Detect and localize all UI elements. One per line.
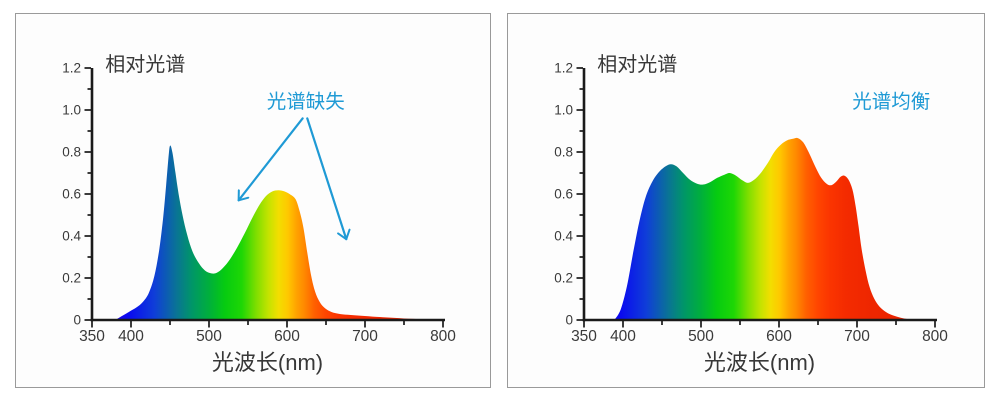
annotation-arrow	[237, 117, 304, 202]
y-tick-label: 0.8	[554, 145, 573, 160]
y-tick-label: 1.0	[554, 103, 573, 118]
y-tick-label: 0.8	[62, 145, 81, 160]
chart-led-spectrum: 350 400 500 600 700 800 0 0.2 0.4 0.6 0.8 1.0 1.2 光波长…	[62, 53, 456, 375]
x-tick-label: 500	[688, 328, 714, 345]
x-tick-label: 400	[118, 328, 144, 345]
y-tick-label: 0.4	[62, 229, 81, 244]
x-tick-label: 350	[79, 328, 105, 345]
annotation-label: 光谱缺失	[267, 91, 345, 113]
spectrum-area	[115, 145, 441, 320]
chart-title: 相对光谱	[597, 53, 677, 76]
chart-full-spectrum: 350 400 500 600 700 800 0 0.2 0.4 0.6 0.8 1.0 1.2 光波长…	[554, 53, 948, 375]
x-tick-label: 600	[274, 328, 300, 345]
y-tick-label: 1.2	[62, 61, 81, 76]
chart-title: 相对光谱	[105, 53, 185, 76]
x-tick-label: 500	[196, 328, 222, 345]
x-axis-label: 光波长(nm)	[704, 350, 815, 375]
x-tick-label: 400	[610, 328, 636, 345]
x-tick-label: 700	[844, 328, 870, 345]
panel-full-spectrum: 350 400 500 600 700 800 0 0.2 0.4 0.6 0.8 1.0 1.2 光波长…	[507, 13, 985, 388]
y-tick-label: 0.2	[554, 271, 573, 286]
x-tick-label: 600	[766, 328, 792, 345]
y-tick-label: 1.0	[62, 103, 81, 118]
y-tick-label: 1.2	[554, 61, 573, 76]
y-tick-label: 0	[565, 313, 573, 328]
y-tick-label: 0	[73, 313, 81, 328]
annotation-arrow	[306, 117, 351, 241]
x-tick-label: 800	[922, 328, 948, 345]
panel-led-spectrum: 350 400 500 600 700 800 0 0.2 0.4 0.6 0.8 1.0 1.2 光波长…	[15, 13, 491, 388]
y-tick-label: 0.6	[554, 187, 573, 202]
x-axis-label: 光波长(nm)	[212, 350, 323, 375]
x-tick-label: 800	[430, 328, 456, 345]
y-tick-label: 0.6	[62, 187, 81, 202]
x-tick-label: 700	[352, 328, 378, 345]
y-tick-label: 0.2	[62, 271, 81, 286]
y-tick-label: 0.4	[554, 229, 573, 244]
x-tick-label: 350	[571, 328, 597, 345]
annotation-label: 光谱均衡	[852, 91, 930, 113]
spectrum-area	[614, 137, 917, 320]
